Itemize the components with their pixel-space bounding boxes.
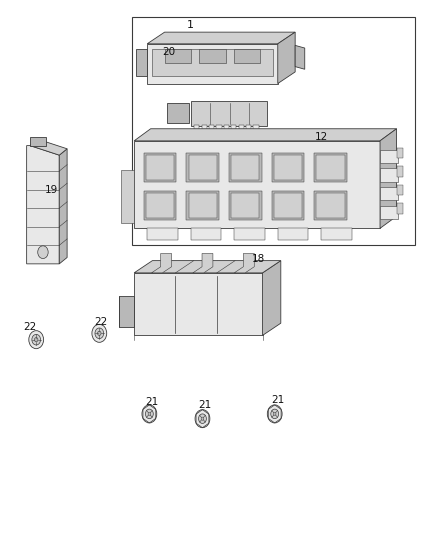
Circle shape xyxy=(95,328,104,338)
Bar xyxy=(165,49,191,63)
Bar xyxy=(216,125,222,134)
Circle shape xyxy=(98,331,101,335)
Bar xyxy=(224,125,229,134)
Bar xyxy=(380,206,398,219)
Bar xyxy=(380,168,398,182)
Bar xyxy=(188,193,217,217)
Circle shape xyxy=(195,410,210,427)
Bar xyxy=(229,152,261,182)
Bar xyxy=(191,101,267,126)
Bar xyxy=(199,49,226,63)
Bar xyxy=(314,191,347,220)
Bar xyxy=(201,125,207,134)
Text: 1: 1 xyxy=(187,20,194,30)
Bar xyxy=(396,166,403,177)
Bar xyxy=(396,204,403,214)
Circle shape xyxy=(32,334,41,345)
Circle shape xyxy=(35,337,38,342)
Bar xyxy=(194,125,199,134)
Bar xyxy=(239,125,244,134)
Bar xyxy=(380,187,398,200)
Polygon shape xyxy=(30,136,46,146)
Bar xyxy=(167,103,189,123)
Text: 21: 21 xyxy=(145,397,158,407)
Polygon shape xyxy=(134,273,262,335)
Circle shape xyxy=(142,405,157,423)
Text: 21: 21 xyxy=(271,395,284,405)
Polygon shape xyxy=(234,254,254,273)
Bar xyxy=(246,125,251,134)
Bar xyxy=(317,193,345,217)
Polygon shape xyxy=(30,139,67,155)
Bar xyxy=(144,191,177,220)
Polygon shape xyxy=(152,254,172,273)
Bar xyxy=(191,228,221,240)
Text: 12: 12 xyxy=(314,132,328,142)
Polygon shape xyxy=(262,261,281,335)
Polygon shape xyxy=(147,44,278,84)
Text: 18: 18 xyxy=(251,254,265,263)
Polygon shape xyxy=(278,32,295,84)
Bar xyxy=(234,228,265,240)
Polygon shape xyxy=(295,45,305,69)
Bar xyxy=(278,228,308,240)
Bar xyxy=(146,193,174,217)
Polygon shape xyxy=(27,146,59,264)
Circle shape xyxy=(145,409,153,419)
Bar xyxy=(272,191,304,220)
Bar xyxy=(231,193,259,217)
Bar xyxy=(186,191,219,220)
Bar xyxy=(274,155,302,180)
Bar xyxy=(229,191,261,220)
Bar xyxy=(231,155,259,180)
Bar xyxy=(231,125,237,134)
Polygon shape xyxy=(136,49,147,76)
Bar xyxy=(121,170,134,223)
Polygon shape xyxy=(134,141,380,228)
Text: 21: 21 xyxy=(198,400,212,410)
Bar xyxy=(253,125,258,134)
Bar xyxy=(188,155,217,180)
Bar xyxy=(152,49,273,76)
Text: 22: 22 xyxy=(94,317,107,327)
Bar xyxy=(272,152,304,182)
Circle shape xyxy=(201,417,204,420)
Polygon shape xyxy=(380,129,396,228)
Circle shape xyxy=(29,330,44,349)
Text: 22: 22 xyxy=(23,322,36,333)
Bar xyxy=(209,125,214,134)
Bar xyxy=(396,185,403,196)
Bar xyxy=(234,49,260,63)
Bar xyxy=(274,193,302,217)
Circle shape xyxy=(148,413,151,416)
Bar xyxy=(396,148,403,158)
Text: 20: 20 xyxy=(162,47,176,56)
Bar xyxy=(321,228,352,240)
Circle shape xyxy=(267,405,282,423)
Bar xyxy=(146,155,174,180)
Circle shape xyxy=(38,246,48,259)
Polygon shape xyxy=(147,32,295,44)
Polygon shape xyxy=(59,149,67,264)
Polygon shape xyxy=(119,296,134,327)
Circle shape xyxy=(92,324,107,342)
Circle shape xyxy=(273,413,276,416)
Bar xyxy=(314,152,347,182)
Polygon shape xyxy=(134,261,281,273)
Polygon shape xyxy=(134,129,396,141)
Bar xyxy=(132,17,415,245)
Bar xyxy=(144,152,177,182)
Bar xyxy=(147,228,178,240)
Circle shape xyxy=(271,409,279,419)
Circle shape xyxy=(198,414,206,423)
Bar xyxy=(186,152,219,182)
Text: 19: 19 xyxy=(45,184,58,195)
Bar xyxy=(380,150,398,163)
Bar xyxy=(317,155,345,180)
Polygon shape xyxy=(193,254,213,273)
